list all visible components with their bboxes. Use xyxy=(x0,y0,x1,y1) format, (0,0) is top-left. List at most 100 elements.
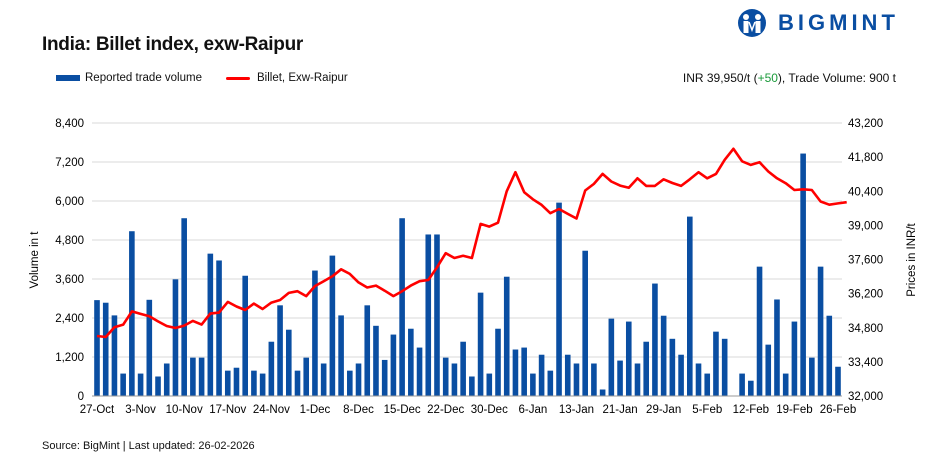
legend-item-volume: Reported trade volume xyxy=(56,72,202,84)
x-tick-label: 29-Jan xyxy=(646,404,681,416)
x-tick-label: 21-Jan xyxy=(602,404,637,416)
volume-bar xyxy=(207,253,214,396)
volume-bar xyxy=(521,347,527,396)
x-tick-label: 22-Dec xyxy=(427,404,464,416)
volume-bar xyxy=(782,373,789,396)
x-tick-label: 24-Nov xyxy=(253,404,290,416)
x-tick-label: 6-Jan xyxy=(518,404,547,416)
volume-bar xyxy=(800,153,806,396)
volume-bar xyxy=(294,370,301,396)
legend-swatch-line xyxy=(226,76,250,80)
x-tick-label: 30-Dec xyxy=(471,404,508,416)
volume-bar xyxy=(416,347,423,396)
volume-bar xyxy=(817,266,824,396)
volume-bar xyxy=(451,363,458,396)
volume-bar xyxy=(320,363,327,396)
volume-bar xyxy=(233,367,240,396)
volume-bar xyxy=(216,260,222,396)
volume-bar xyxy=(172,279,179,396)
volume-bar xyxy=(765,344,772,396)
volume-bar xyxy=(756,266,763,396)
price-summary-volume: ), Trade Volume: 900 t xyxy=(777,71,896,85)
y-right-axis-title: Prices in INR/t xyxy=(906,222,918,296)
y-left-tick-label: 3,600 xyxy=(55,274,84,286)
volume-bar xyxy=(512,349,519,396)
x-tick-label: 1-Dec xyxy=(300,404,331,416)
volume-bar xyxy=(146,299,153,396)
volume-bar xyxy=(277,305,283,396)
y-right-tick-label: 43,200 xyxy=(848,118,883,130)
volume-bar xyxy=(573,363,580,396)
volume-bar xyxy=(181,218,187,396)
y-right-tick-label: 34,800 xyxy=(848,323,883,335)
volume-bar xyxy=(224,370,231,396)
volume-bar xyxy=(381,359,388,396)
volume-bar xyxy=(190,357,196,396)
volume-bar xyxy=(469,376,475,396)
volume-bar xyxy=(373,325,379,396)
x-tick-label: 12-Feb xyxy=(733,404,769,416)
x-tick-label: 17-Nov xyxy=(209,404,246,416)
volume-bar xyxy=(120,373,126,396)
volume-bar xyxy=(155,376,161,396)
volume-bar xyxy=(94,300,100,396)
y-left-tick-label: 0 xyxy=(78,391,84,403)
logo-people-icon xyxy=(738,9,766,37)
source-note: Source: BigMint | Last updated: 26-02-20… xyxy=(42,440,255,452)
volume-bar xyxy=(599,389,606,396)
volume-bar xyxy=(538,354,545,396)
volume-bar xyxy=(137,373,144,396)
y-right-tick-label: 39,000 xyxy=(848,220,883,232)
volume-bar xyxy=(591,363,597,396)
x-tick-label: 15-Dec xyxy=(384,404,421,416)
x-tick-label: 3-Nov xyxy=(125,404,156,416)
volume-bar xyxy=(102,302,109,396)
volume-bar xyxy=(556,202,562,396)
volume-bar xyxy=(347,370,353,396)
volume-bar xyxy=(835,366,841,396)
volume-bar xyxy=(564,354,571,396)
y-left-tick-label: 4,800 xyxy=(55,235,84,247)
volume-bar xyxy=(704,373,711,396)
y-left-tick-label: 8,400 xyxy=(55,118,84,130)
volume-bar xyxy=(547,370,554,396)
volume-bar xyxy=(695,363,702,396)
volume-bar xyxy=(809,357,815,396)
volume-bar xyxy=(625,321,632,396)
volume-bar xyxy=(285,329,292,396)
volume-bar xyxy=(503,276,510,396)
volume-bar xyxy=(303,357,310,396)
volume-bar xyxy=(643,341,650,396)
volume-bar xyxy=(582,250,588,396)
volume-bar xyxy=(425,234,432,396)
volume-bar xyxy=(329,255,336,396)
volume-bar xyxy=(364,305,371,396)
volume-bar xyxy=(826,315,833,396)
price-change: +50 xyxy=(757,71,778,85)
chart-title: India: Billet index, exw-Raipur xyxy=(42,34,303,55)
bigmint-logo: BIGMINT xyxy=(734,8,899,38)
legend-label-volume: Reported trade volume xyxy=(85,72,202,84)
volume-bar xyxy=(355,363,362,396)
y-right-tick-label: 41,800 xyxy=(848,152,883,164)
volume-bar xyxy=(608,318,615,396)
x-tick-label: 8-Dec xyxy=(343,404,374,416)
volume-bar xyxy=(408,328,414,396)
volume-bar xyxy=(268,341,275,396)
volume-bar xyxy=(530,373,536,396)
volume-bar xyxy=(251,370,257,396)
volume-bar xyxy=(774,299,780,396)
y-left-tick-label: 2,400 xyxy=(55,313,84,325)
y-left-tick-label: 6,000 xyxy=(55,196,84,208)
volume-bar xyxy=(163,363,170,396)
y-right-tick-label: 36,200 xyxy=(848,289,883,301)
y-right-tick-label: 40,400 xyxy=(848,186,883,198)
x-tick-label: 10-Nov xyxy=(166,404,203,416)
legend-swatch-bar xyxy=(56,75,80,81)
y-right-tick-label: 32,000 xyxy=(848,391,883,403)
volume-bar xyxy=(687,216,693,396)
y-left-axis-title: Volume in t xyxy=(29,231,41,289)
volume-bar xyxy=(678,354,684,396)
x-tick-label: 19-Feb xyxy=(776,404,812,416)
